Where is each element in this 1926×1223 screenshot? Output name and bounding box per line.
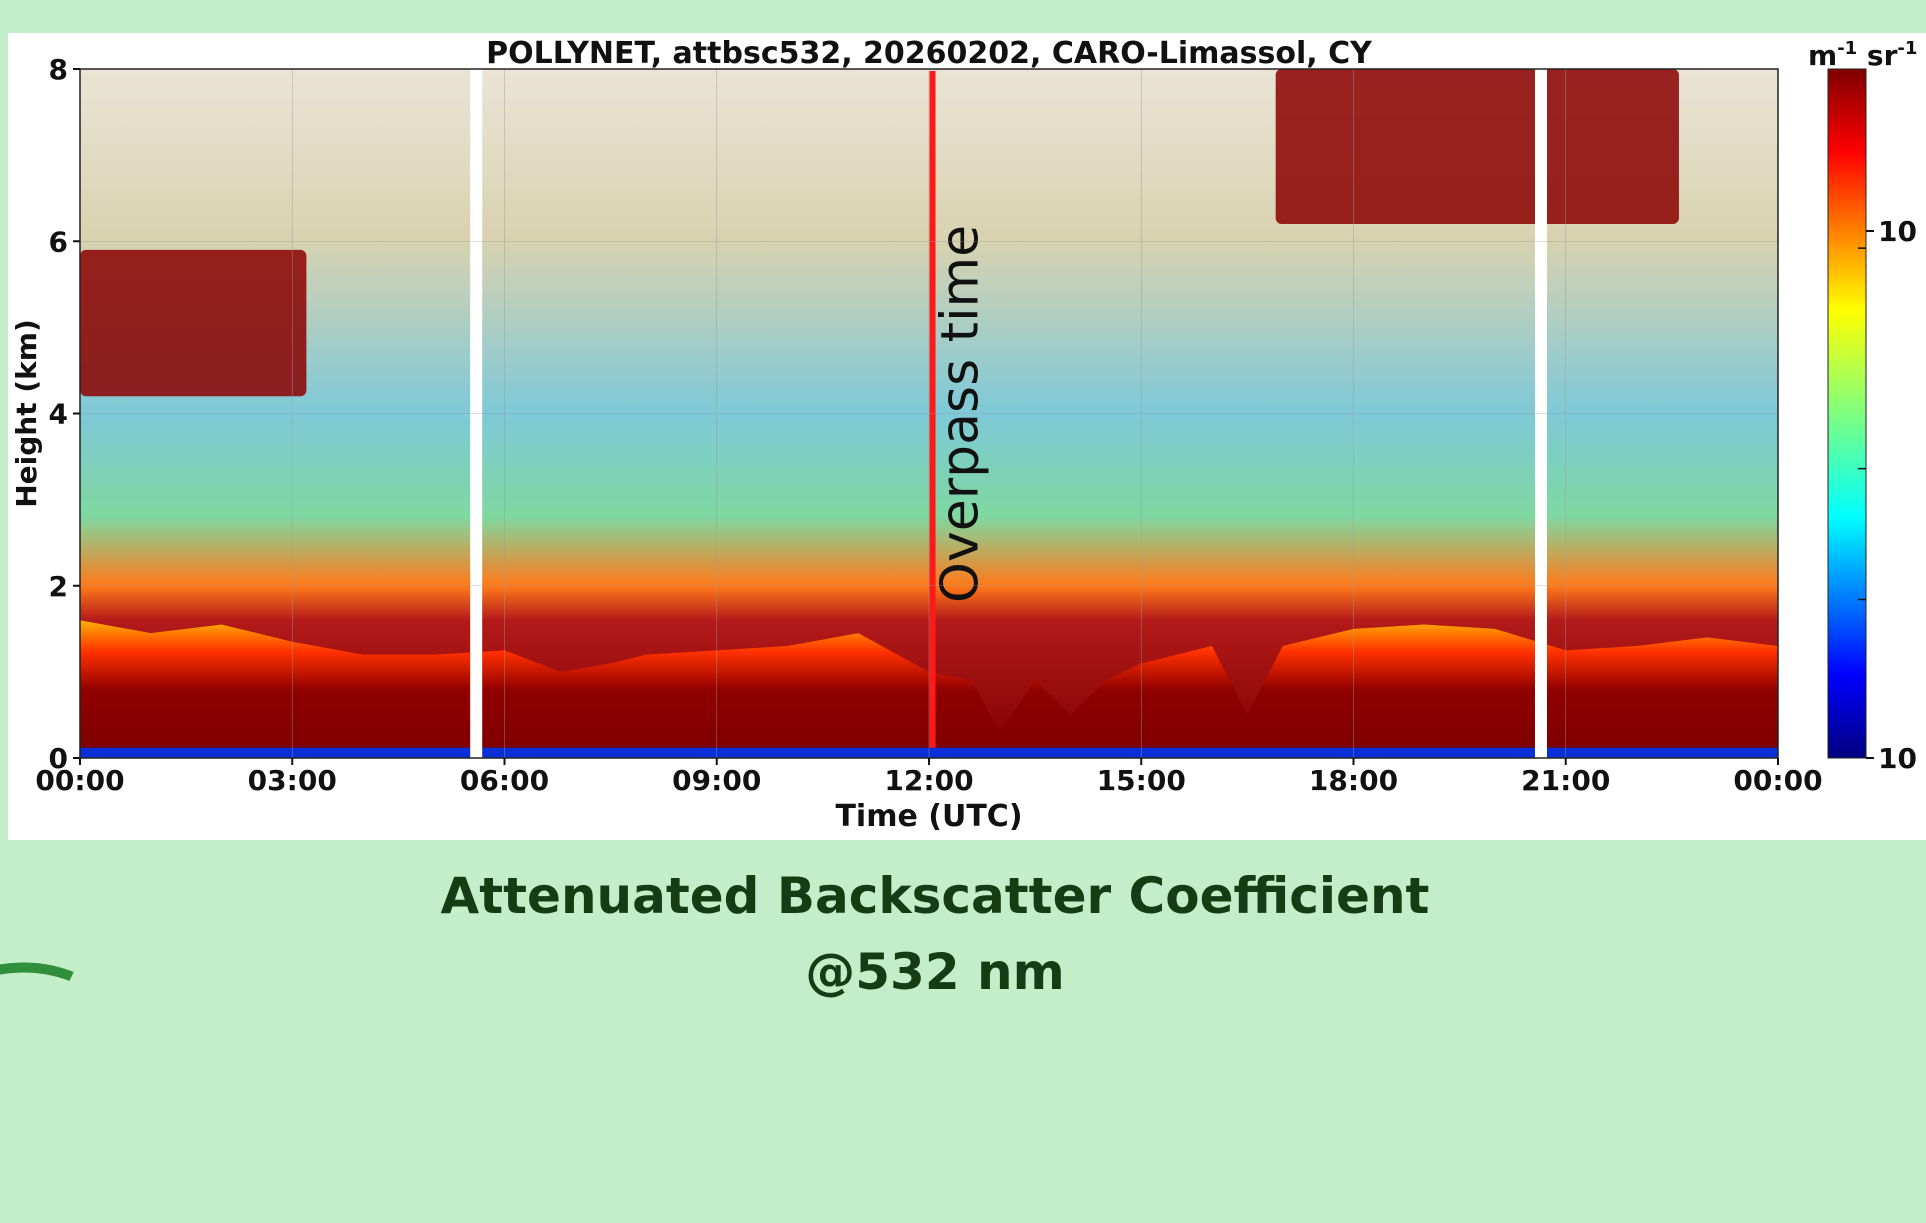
x-tick-label: 09:00 [672,764,761,797]
x-tick-label: 18:00 [1309,764,1398,797]
slide-caption: Attenuated Backscatter Coefficient @532 … [0,858,1870,1010]
y-tick-label: 6 [49,225,68,258]
figure-panel: Overpass time POLLYNET, attbsc532, 20260… [8,33,1926,840]
x-tick-label: 06:00 [460,764,549,797]
colorbar-tick-label: 10 [1878,742,1917,775]
y-tick-label: 8 [49,53,68,86]
y-axis-label: Height (km) [10,319,43,508]
colorbar [1828,69,1866,758]
slide: Overpass time POLLYNET, attbsc532, 20260… [0,0,1926,1006]
colorbar-tick-label: 10 [1878,215,1917,248]
x-tick-label: 03:00 [248,764,337,797]
lidar-time-height-chart: Overpass time POLLYNET, attbsc532, 20260… [8,33,1926,840]
colorbar-unit-label: m-1 sr-1 [1808,38,1917,72]
y-tick-label: 0 [49,742,68,775]
overpass-label: Overpass time [931,225,991,603]
cloud-layer-1 [80,250,306,396]
x-tick-label: 12:00 [884,764,973,797]
x-tick-label: 21:00 [1521,764,1610,797]
x-tick-label: 00:00 [1733,764,1822,797]
caption-line-2: @532 nm [0,934,1870,1010]
y-tick-label: 2 [49,570,68,603]
x-axis-label: Time (UTC) [835,799,1022,834]
caption-line-1: Attenuated Backscatter Coefficient [0,858,1870,934]
y-tick-label: 4 [49,398,68,431]
chart-title: POLLYNET, attbsc532, 20260202, CARO-Lima… [486,36,1373,71]
x-tick-label: 15:00 [1097,764,1186,797]
cloud-layer-2 [1276,69,1679,224]
